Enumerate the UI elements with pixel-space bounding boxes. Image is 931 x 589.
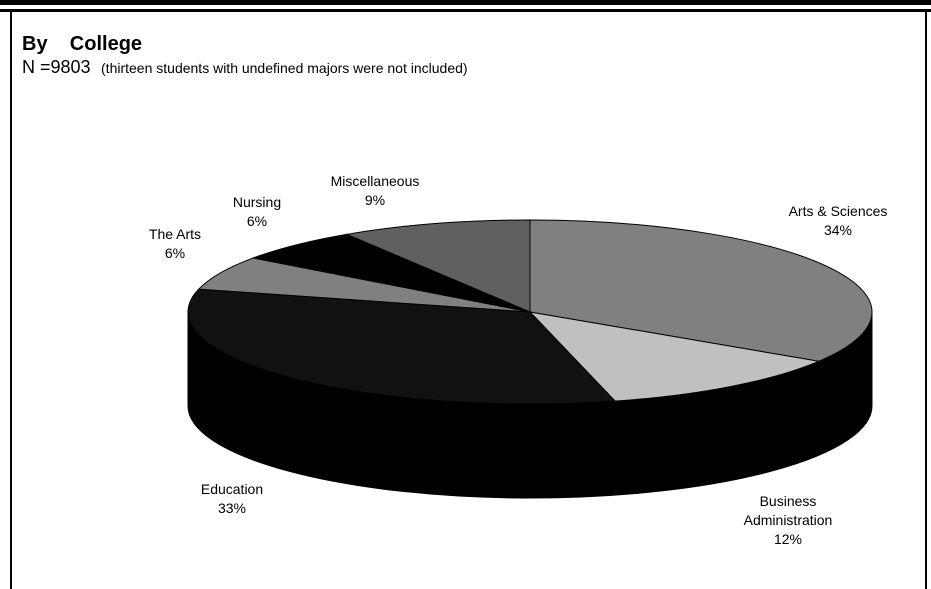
slice-label-arts-sciences: Arts & Sciences 34% (789, 203, 888, 238)
title-block: By College N =9803 (thirteen students wi… (22, 34, 468, 77)
slice-name-label: The Arts (149, 226, 201, 242)
top-border-outer (0, 0, 931, 5)
slice-name-label: Business (760, 493, 817, 509)
pie-slice-arts-sciences (529, 219, 873, 362)
exclusion-note: (thirteen students with undefined majors… (101, 60, 468, 76)
slice-label-education: Education 33% (201, 481, 263, 516)
slice-value-label: 9% (365, 192, 385, 208)
chart-subtitle: N =9803 (thirteen students with undefine… (22, 58, 468, 77)
slice-label-miscellaneous: Miscellaneous 9% (331, 173, 420, 208)
slice-value-label: 6% (165, 245, 185, 261)
slice-name-label: Miscellaneous (331, 173, 420, 189)
slice-label-the-arts: The Arts 6% (149, 226, 201, 261)
slice-value-label: 12% (774, 531, 802, 547)
right-border (925, 12, 927, 589)
pie-slice-business-administration (528, 311, 821, 402)
slice-labels: Arts & Sciences 34% Business Administration… (149, 173, 887, 547)
slice-name-label: Nursing (233, 194, 281, 210)
slice-value-label: 33% (218, 500, 246, 516)
slice-name-label: Arts & Sciences (789, 203, 888, 219)
slice-label-business-administration: Business Administration 12% (744, 493, 833, 547)
pie-slice-education (187, 288, 617, 405)
left-border (10, 12, 12, 589)
slice-name-label: Education (201, 481, 263, 497)
top-border-inner (0, 9, 931, 12)
chart-title: By College (22, 33, 143, 55)
slice-value-label: 34% (824, 222, 852, 238)
pie-slices (187, 219, 873, 405)
slice-name-label: Administration (744, 512, 833, 528)
pie-slice-nursing (251, 233, 531, 313)
slice-label-nursing: Nursing 6% (233, 194, 281, 229)
pie-slice-miscellaneous (344, 219, 531, 313)
sample-size-label: N =9803 (22, 57, 91, 77)
slice-value-label: 6% (247, 213, 267, 229)
pie-slice-the-arts (197, 257, 531, 313)
